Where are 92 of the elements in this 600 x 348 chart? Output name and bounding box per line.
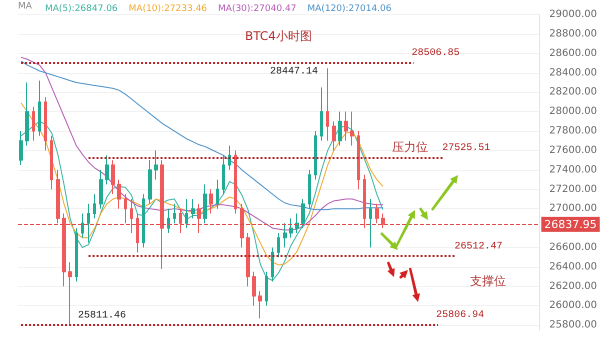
candlestick <box>234 150 237 214</box>
candlestick <box>375 203 379 224</box>
candlestick <box>44 96 47 151</box>
y-tick-label: 28600.00 <box>549 48 598 59</box>
candlestick <box>56 169 60 224</box>
candlestick <box>283 222 287 248</box>
candlestick <box>357 130 360 190</box>
y-tick-label: 27800.00 <box>549 126 598 137</box>
line-series <box>20 102 384 266</box>
candlestick <box>277 232 280 258</box>
candlestick <box>258 290 262 319</box>
candlestick <box>25 82 29 146</box>
candlestick <box>99 169 103 210</box>
candlestick <box>185 198 188 229</box>
annotation: 28447.14 <box>270 66 318 78</box>
candlestick <box>314 130 317 180</box>
line-series <box>20 120 384 282</box>
candlestick <box>240 203 244 248</box>
annotation: 支撑位 <box>470 274 506 288</box>
text: MA(30):27040.47 <box>218 4 296 14</box>
y-tick-label: 28800.00 <box>549 28 598 40</box>
candlestick <box>62 213 66 287</box>
candlestick <box>117 179 121 210</box>
candlestick <box>197 203 201 234</box>
text: BTC4小时图 <box>245 29 312 43</box>
candlestick <box>252 271 256 306</box>
candlestick <box>369 198 372 248</box>
ref-line-label: 25806.94 <box>436 310 484 321</box>
y-tick-label: 28000.00 <box>549 106 598 118</box>
candlestick <box>75 228 78 282</box>
candlestick <box>154 150 158 180</box>
y-tick-label: 26000.00 <box>549 300 598 312</box>
candlestick <box>381 213 385 229</box>
ref-line-label: 27525.51 <box>442 143 490 154</box>
annotation: 压力位 <box>392 140 428 154</box>
ref-line-label: 28506.85 <box>412 48 460 59</box>
candlestick <box>19 130 23 166</box>
candlestick <box>81 213 84 238</box>
candlestick <box>350 111 354 146</box>
y-tick-label: 26200.00 <box>549 280 598 292</box>
candlestick <box>301 198 305 229</box>
y-tick-label: 27200.00 <box>549 184 598 195</box>
y-tick-label: 27400.00 <box>549 164 598 176</box>
text: MA(120):27014.06 <box>307 4 392 14</box>
candlestick <box>105 154 109 185</box>
candlestick <box>148 160 152 204</box>
candlestick <box>326 68 329 142</box>
candlestick <box>32 106 35 142</box>
candlestick <box>130 198 133 234</box>
ref-line-label: 26837.95 <box>544 218 597 231</box>
candlestick <box>222 154 225 195</box>
candlestick <box>289 218 293 238</box>
candlestick <box>93 194 96 219</box>
y-tick-label: 27600.00 <box>549 144 598 156</box>
candlestick <box>308 169 311 210</box>
candlestick <box>320 86 323 142</box>
candlestick <box>344 111 348 142</box>
legend-title: MA <box>18 2 33 12</box>
candlestick <box>191 198 195 219</box>
y-tick-label: 26600.00 <box>549 242 598 254</box>
candlestick <box>332 120 336 151</box>
candlestick <box>271 247 274 282</box>
y-tick-label: 26400.00 <box>549 261 598 272</box>
y-tick-label: 28200.00 <box>549 86 598 98</box>
candlestick <box>50 135 53 190</box>
y-tick-label: 29000.00 <box>549 9 598 20</box>
candlestick <box>216 179 219 210</box>
candlestick <box>203 184 207 224</box>
text: MA(5):26847.06 <box>45 4 118 14</box>
candlestick <box>295 213 299 234</box>
candlestick <box>179 208 182 234</box>
candlestick <box>209 188 213 214</box>
candlestick <box>111 160 115 195</box>
candlestick <box>167 208 170 234</box>
candlestick <box>160 160 164 270</box>
annotation: 25811.46 <box>78 310 126 322</box>
candlestick <box>363 174 366 229</box>
candlestick <box>142 194 145 248</box>
candlestick <box>246 232 250 287</box>
ref-line-label: 26512.47 <box>454 242 503 253</box>
candlestick <box>136 213 139 253</box>
candlestick <box>265 271 268 306</box>
candlestick <box>338 111 342 146</box>
candlestick <box>38 80 41 136</box>
candlestick <box>68 262 72 325</box>
candlestick <box>124 194 127 224</box>
text: MA(10):27233.46 <box>128 4 208 14</box>
candlestick <box>173 203 176 224</box>
candlestick <box>87 203 90 244</box>
y-tick-label: 27000.00 <box>549 203 598 214</box>
y-tick-label: 28400.00 <box>549 67 598 78</box>
y-tick-label: 25800.00 <box>549 320 598 331</box>
